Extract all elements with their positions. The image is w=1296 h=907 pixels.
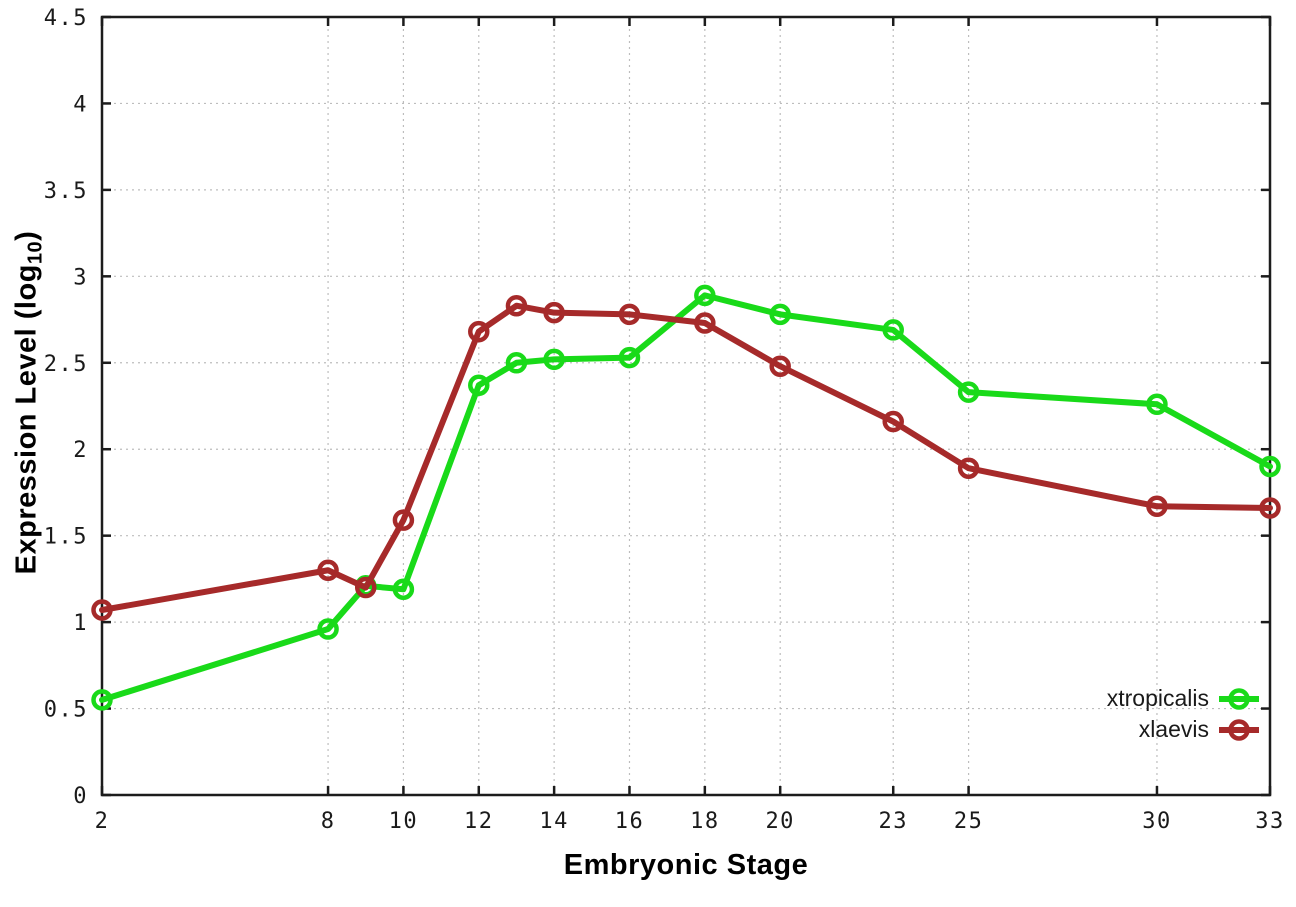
marker-xlaevis-30	[1146, 495, 1168, 518]
x-tick-label-12: 12	[464, 809, 494, 834]
marker-xtropicalis-30	[1146, 393, 1168, 416]
plot-border	[100, 15, 1272, 797]
marker-xtropicalis-2	[91, 689, 113, 711]
marker-xlaevis-10	[392, 509, 415, 531]
legend-item-xlaevis: xlaevis	[1107, 714, 1260, 745]
y-axis-title-suffix: )	[10, 230, 43, 241]
y-axis-title-text: Expression Level (log	[10, 264, 43, 575]
marker-xlaevis-23	[882, 410, 904, 433]
x-tick-label-18: 18	[690, 809, 720, 834]
marker-xlaevis-16	[618, 303, 641, 326]
y-axis-title-subscript: 10	[24, 240, 47, 265]
marker-xtropicalis-33	[1259, 455, 1281, 478]
y-tick-label-0.5: 0.5	[44, 698, 88, 723]
marker-xtropicalis-18	[694, 284, 716, 307]
x-tick-label-30: 30	[1142, 809, 1172, 834]
legend-item-xtropicalis: xtropicalis	[1107, 683, 1260, 714]
legend-label-xlaevis: xlaevis	[1138, 716, 1209, 742]
marker-xlaevis-14	[543, 301, 565, 324]
y-axis-title: Expression Level (log10)	[10, 103, 47, 703]
marker-xtropicalis-23	[882, 319, 904, 341]
series-line-xlaevis	[99, 302, 1273, 614]
x-tick-label-33: 33	[1255, 809, 1285, 834]
legend: xtropicalis xlaevis	[1107, 683, 1260, 745]
y-tick-label-2.5: 2.5	[44, 352, 88, 377]
legend-sample-marker-xlaevis	[1228, 718, 1250, 741]
marker-xlaevis-25	[957, 457, 980, 479]
marker-xtropicalis-10	[392, 578, 415, 601]
legend-sample-marker-xtropicalis	[1228, 687, 1250, 710]
x-tick-label-2: 2	[95, 809, 110, 834]
marker-xlaevis-18	[694, 312, 716, 334]
y-tick-label-1: 1	[73, 611, 88, 636]
legend-label-xtropicalis: xtropicalis	[1106, 685, 1209, 711]
marker-xtropicalis-16	[618, 346, 641, 369]
y-tick-label-3: 3	[73, 265, 88, 290]
y-tick-label-1.5: 1.5	[44, 525, 88, 550]
marker-xlaevis-9	[354, 576, 377, 599]
y-tick-label-3.5: 3.5	[44, 179, 88, 204]
marker-xlaevis-33	[1259, 497, 1281, 519]
y-tick-label-4.5: 4.5	[44, 6, 88, 31]
y-tick-label-0: 0	[73, 784, 88, 809]
marker-xtropicalis-13	[505, 352, 528, 374]
x-axis-title: Embryonic Stage	[563, 849, 809, 881]
marker-xlaevis-8	[317, 559, 339, 581]
series-line-xtropicalis	[99, 292, 1273, 703]
marker-xlaevis-12	[468, 320, 490, 343]
marker-xtropicalis-20	[769, 303, 791, 326]
x-tick-label-8: 8	[321, 809, 336, 834]
marker-xtropicalis-14	[543, 348, 565, 371]
x-tick-label-20: 20	[765, 809, 795, 834]
y-tick-label-4: 4	[73, 92, 88, 117]
x-tick-label-25: 25	[954, 809, 984, 834]
x-tick-label-14: 14	[539, 809, 569, 834]
x-tick-label-23: 23	[878, 809, 908, 834]
x-tick-label-16: 16	[615, 809, 645, 834]
marker-xtropicalis-8	[317, 618, 339, 640]
legend-marker-xtropicalis-icon	[1219, 687, 1259, 710]
marker-xtropicalis-12	[468, 374, 490, 397]
legend-marker-xlaevis-icon	[1219, 718, 1259, 741]
marker-xlaevis-13	[505, 294, 528, 317]
marker-xtropicalis-25	[957, 381, 980, 403]
x-tick-label-10: 10	[389, 809, 419, 834]
marker-xlaevis-20	[769, 355, 791, 377]
y-tick-label-2: 2	[73, 438, 88, 463]
marker-xlaevis-2	[91, 599, 113, 621]
